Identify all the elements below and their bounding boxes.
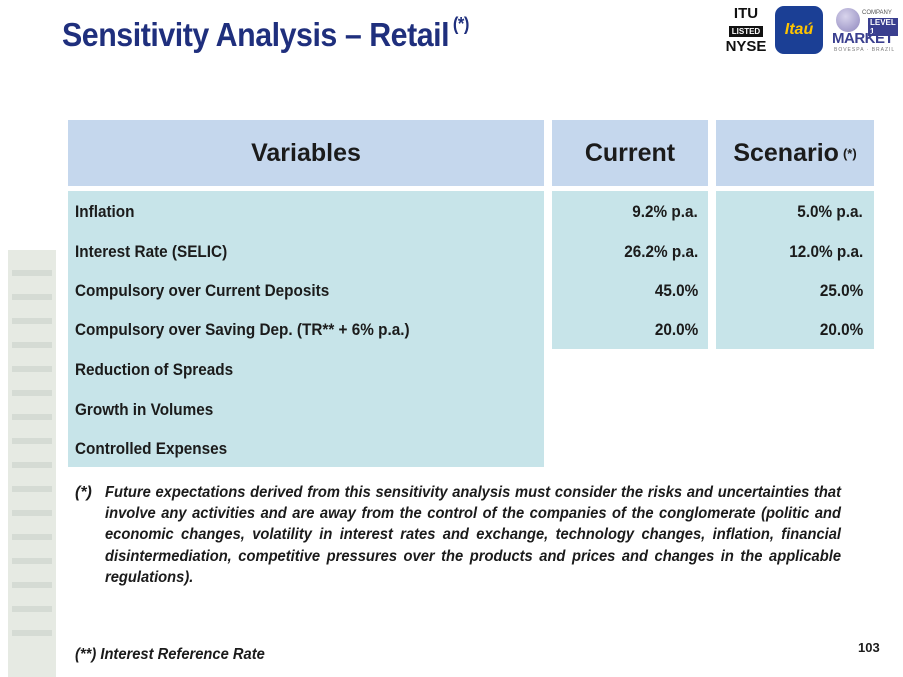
market-logo-company: COMPANY bbox=[862, 10, 892, 16]
row-current-compulsory-current: 45.0% bbox=[654, 281, 698, 300]
scenario-column bbox=[716, 191, 874, 349]
market-logo-level: LEVEL 1 bbox=[868, 18, 898, 36]
row-label-interest-rate: Interest Rate (SELIC) bbox=[75, 242, 228, 261]
market-logo-bovespa: BOVESPA · BRAZIL bbox=[834, 47, 896, 53]
market-logo-word: MARKET bbox=[832, 30, 894, 47]
title-text: Sensitivity Analysis – Retail bbox=[62, 16, 450, 53]
row-label-controlled-expenses: Controlled Expenses bbox=[75, 439, 228, 458]
row-label-inflation: Inflation bbox=[75, 202, 135, 221]
row-current-compulsory-saving: 20.0% bbox=[654, 320, 698, 339]
building-watermark bbox=[8, 250, 56, 677]
row-scenario-compulsory-current: 25.0% bbox=[819, 281, 863, 300]
itau-logo-text: Itaú bbox=[784, 21, 814, 38]
footnote-interest-reference: (**) Interest Reference Rate bbox=[75, 646, 265, 663]
row-label-reduction-spreads: Reduction of Spreads bbox=[75, 360, 234, 379]
row-scenario-inflation: 5.0% p.a. bbox=[797, 202, 863, 221]
row-label-compulsory-current: Compulsory over Current Deposits bbox=[75, 281, 330, 300]
row-label-growth-volumes: Growth in Volumes bbox=[75, 400, 214, 419]
page-number: 103 bbox=[858, 640, 880, 655]
footnote-disclaimer: (*) Future expectations derived from thi… bbox=[75, 482, 843, 588]
page-title: Sensitivity Analysis – Retail (*) bbox=[62, 14, 469, 54]
itau-logo: Itaú bbox=[775, 6, 823, 54]
level1-market-logo: COMPANY LEVEL 1 MARKET BOVESPA · BRAZIL bbox=[832, 6, 898, 58]
current-column bbox=[552, 191, 708, 349]
itu-logo-listed: LISTED bbox=[728, 26, 764, 37]
header-current-label: Current bbox=[584, 138, 676, 167]
row-scenario-compulsory-saving: 20.0% bbox=[819, 320, 863, 339]
row-label-compulsory-saving: Compulsory over Saving Dep. (TR** + 6% p… bbox=[75, 320, 410, 339]
footnote-disclaimer-text: Future expectations derived from this se… bbox=[105, 484, 841, 586]
header-scenario-label: Scenario bbox=[733, 138, 839, 167]
header-variables: Variables bbox=[68, 120, 544, 186]
itu-logo-top: ITU bbox=[733, 5, 759, 22]
header-scenario: Scenario (*) bbox=[716, 120, 874, 186]
market-logo-circle bbox=[836, 8, 860, 32]
variables-column bbox=[68, 191, 544, 467]
itu-nyse-logo: ITU LISTED NYSE bbox=[721, 6, 771, 56]
row-current-interest-rate: 26.2% p.a. bbox=[624, 242, 698, 261]
header-scenario-footnote-mark: (*) bbox=[842, 145, 857, 161]
row-current-inflation: 9.2% p.a. bbox=[632, 202, 698, 221]
header-variables-label: Variables bbox=[251, 138, 361, 167]
row-scenario-interest-rate: 12.0% p.a. bbox=[789, 242, 863, 261]
title-footnote-mark: (*) bbox=[452, 14, 470, 34]
footnote-disclaimer-mark: (*) bbox=[75, 484, 92, 501]
itu-logo-bottom: NYSE bbox=[725, 38, 767, 55]
header-current: Current bbox=[552, 120, 708, 186]
